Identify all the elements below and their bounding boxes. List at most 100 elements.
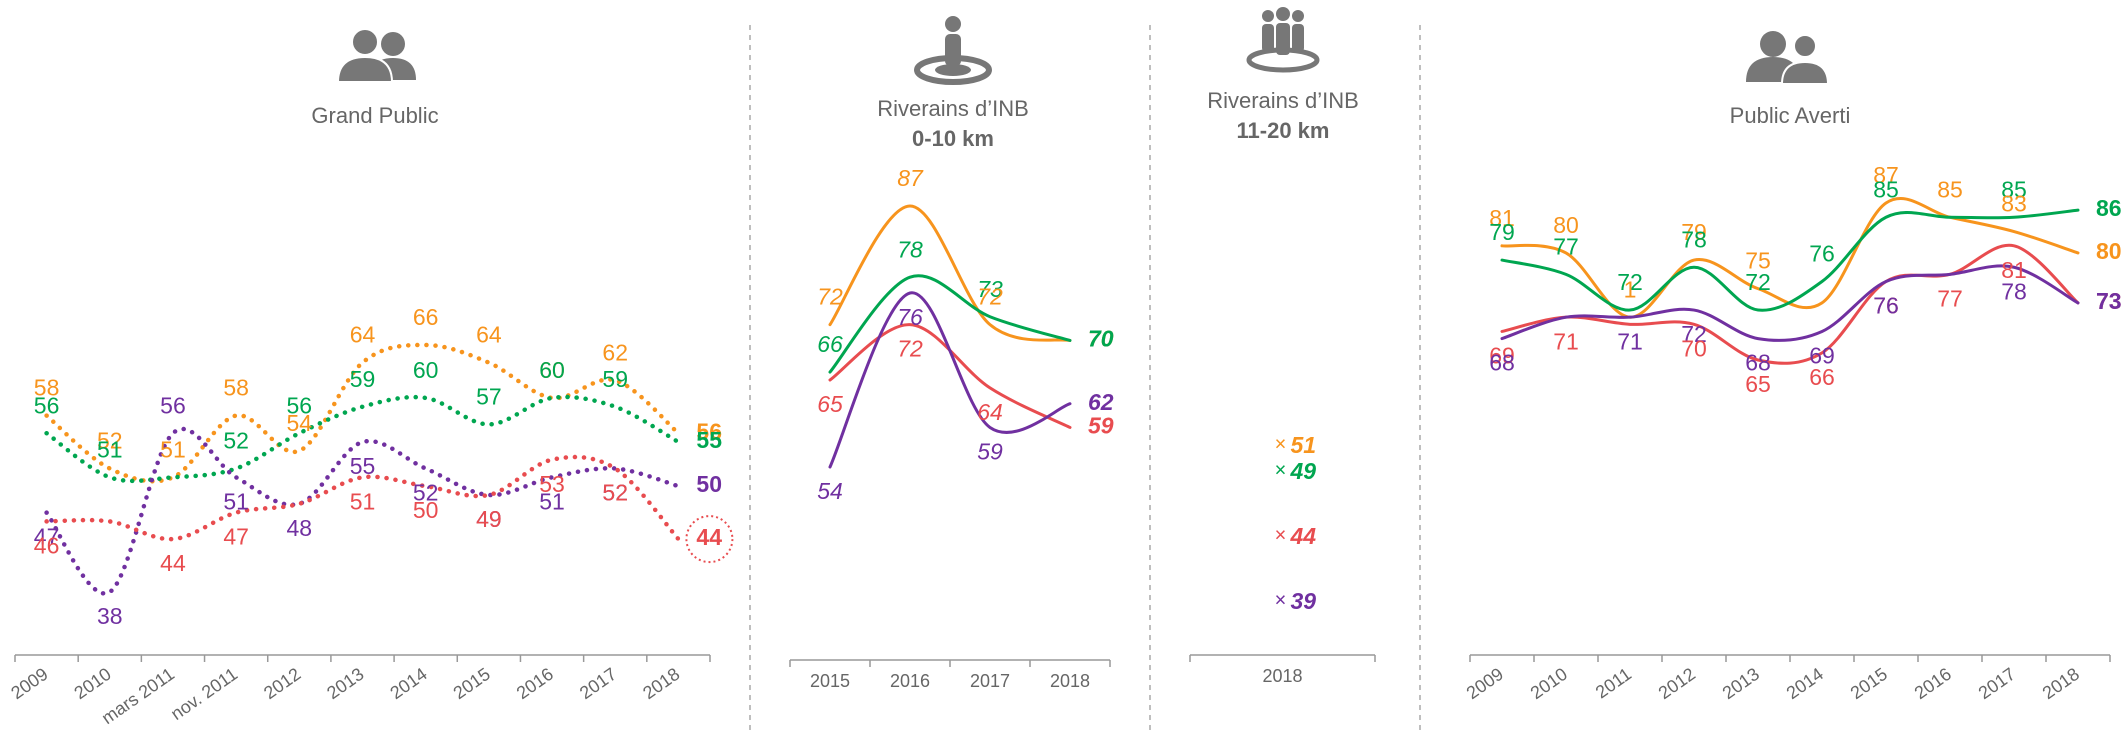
- x-tick-label: 2018: [639, 664, 683, 703]
- x-tick-label: 2018: [1262, 666, 1302, 686]
- panel-title: Riverains d’INB: [1207, 88, 1359, 113]
- data-label: 59: [977, 439, 1003, 465]
- panel-title: Grand Public: [311, 103, 438, 128]
- data-label: 77: [1937, 285, 1963, 311]
- x-tick-label: 2009: [1463, 664, 1507, 703]
- data-label: 76: [897, 304, 923, 330]
- data-label: 75: [1745, 248, 1771, 274]
- data-label: 56: [160, 392, 186, 418]
- data-label: 68: [1745, 350, 1771, 376]
- x-tick-label: 2017: [576, 664, 620, 703]
- panel-title: Public Averti: [1730, 103, 1851, 128]
- data-label: 51: [1291, 432, 1317, 458]
- data-label: 51: [223, 488, 249, 514]
- data-label: 56: [696, 418, 722, 444]
- icon-public-averti: [1746, 31, 1830, 85]
- x-tick-label: 2018: [2039, 664, 2083, 703]
- x-tick-label: 2018: [1050, 671, 1090, 691]
- x-tick-label: 2012: [260, 664, 304, 703]
- data-label: 46: [34, 533, 60, 559]
- series-line: [828, 323, 1072, 429]
- data-label: 66: [1809, 364, 1835, 390]
- x-tick-label: 2015: [810, 671, 850, 691]
- data-label: 72: [977, 284, 1003, 310]
- data-label: 51: [350, 488, 376, 514]
- data-label: 64: [476, 322, 502, 348]
- data-label: 69: [1809, 343, 1835, 369]
- data-label: 52: [602, 480, 628, 506]
- highlight-circle: [685, 515, 734, 564]
- data-label: 44: [696, 524, 722, 550]
- data-label: 48: [287, 515, 313, 541]
- data-label: 60: [413, 357, 439, 383]
- data-label: 1: [1624, 276, 1637, 302]
- data-label: 76: [1809, 241, 1835, 267]
- data-label: 73: [977, 276, 1003, 302]
- data-label: 85: [2001, 176, 2027, 202]
- series-line: [828, 274, 1072, 374]
- data-label: 65: [1745, 371, 1771, 397]
- data-label: 47: [223, 524, 249, 550]
- data-label: 87: [897, 165, 924, 191]
- data-label: 52: [223, 428, 249, 454]
- x-tick-label: 2012: [1655, 664, 1699, 703]
- x-tick-label: 2016: [1911, 664, 1955, 703]
- data-label: 76: [1873, 293, 1899, 319]
- data-label: 77: [1553, 233, 1579, 259]
- data-label: 54: [817, 478, 843, 504]
- data-label: 38: [97, 603, 123, 629]
- data-label: 52: [602, 480, 628, 506]
- marker: ×: [1275, 459, 1287, 481]
- data-label: 78: [897, 236, 923, 262]
- x-tick-label: 2017: [970, 671, 1010, 691]
- x-tick-label: 2013: [1719, 664, 1763, 703]
- series-line: [1500, 208, 2080, 312]
- data-label: 70: [1681, 335, 1707, 361]
- data-label: 79: [1489, 219, 1515, 245]
- data-label: 52: [97, 428, 123, 454]
- data-label: 51: [539, 488, 565, 514]
- data-label: 70: [1088, 326, 1114, 352]
- data-label: 86: [2096, 195, 2122, 221]
- panel-subtitle: 11-20 km: [1237, 118, 1330, 143]
- x-tick-label: 2017: [1975, 664, 2019, 703]
- x-tick-label: 2013: [323, 664, 367, 703]
- data-label: 72: [817, 284, 843, 310]
- data-label: 65: [817, 391, 843, 417]
- data-label: 49: [476, 506, 502, 532]
- series-line: [44, 426, 681, 596]
- data-label: 51: [97, 436, 123, 462]
- data-label: 72: [1745, 269, 1771, 295]
- series-line: [1500, 264, 2080, 342]
- data-label: 56: [34, 392, 60, 418]
- data-label: 71: [1617, 328, 1643, 354]
- data-label: 85: [1873, 176, 1899, 202]
- data-label: 59: [1088, 413, 1114, 439]
- data-label: 55: [350, 453, 376, 479]
- data-label: 55: [696, 427, 722, 453]
- data-label: 64: [977, 399, 1003, 425]
- x-tick-label: 2011: [1592, 664, 1635, 703]
- data-label: 76: [1873, 293, 1899, 319]
- marker: ×: [1275, 589, 1287, 611]
- data-label: 59: [602, 366, 628, 392]
- series-line: [1500, 243, 2080, 365]
- data-label: 58: [34, 375, 60, 401]
- series-line: [828, 291, 1072, 469]
- data-label: 44: [160, 550, 186, 576]
- data-label: 44: [1290, 523, 1317, 549]
- data-label: 59: [350, 366, 376, 392]
- data-label: 50: [696, 471, 722, 497]
- data-label: 60: [539, 357, 565, 383]
- data-label: 66: [413, 304, 439, 330]
- x-tick-label: 2014: [1783, 664, 1827, 703]
- data-label: 60: [539, 357, 565, 383]
- data-label: 58: [223, 375, 249, 401]
- data-label: 53: [539, 471, 565, 497]
- data-label: 79: [1681, 219, 1707, 245]
- data-label: 56: [287, 392, 313, 418]
- data-label: 51: [160, 436, 186, 462]
- data-label: 54: [287, 410, 313, 436]
- data-label: 85: [1937, 176, 1963, 202]
- series-line: [44, 454, 681, 542]
